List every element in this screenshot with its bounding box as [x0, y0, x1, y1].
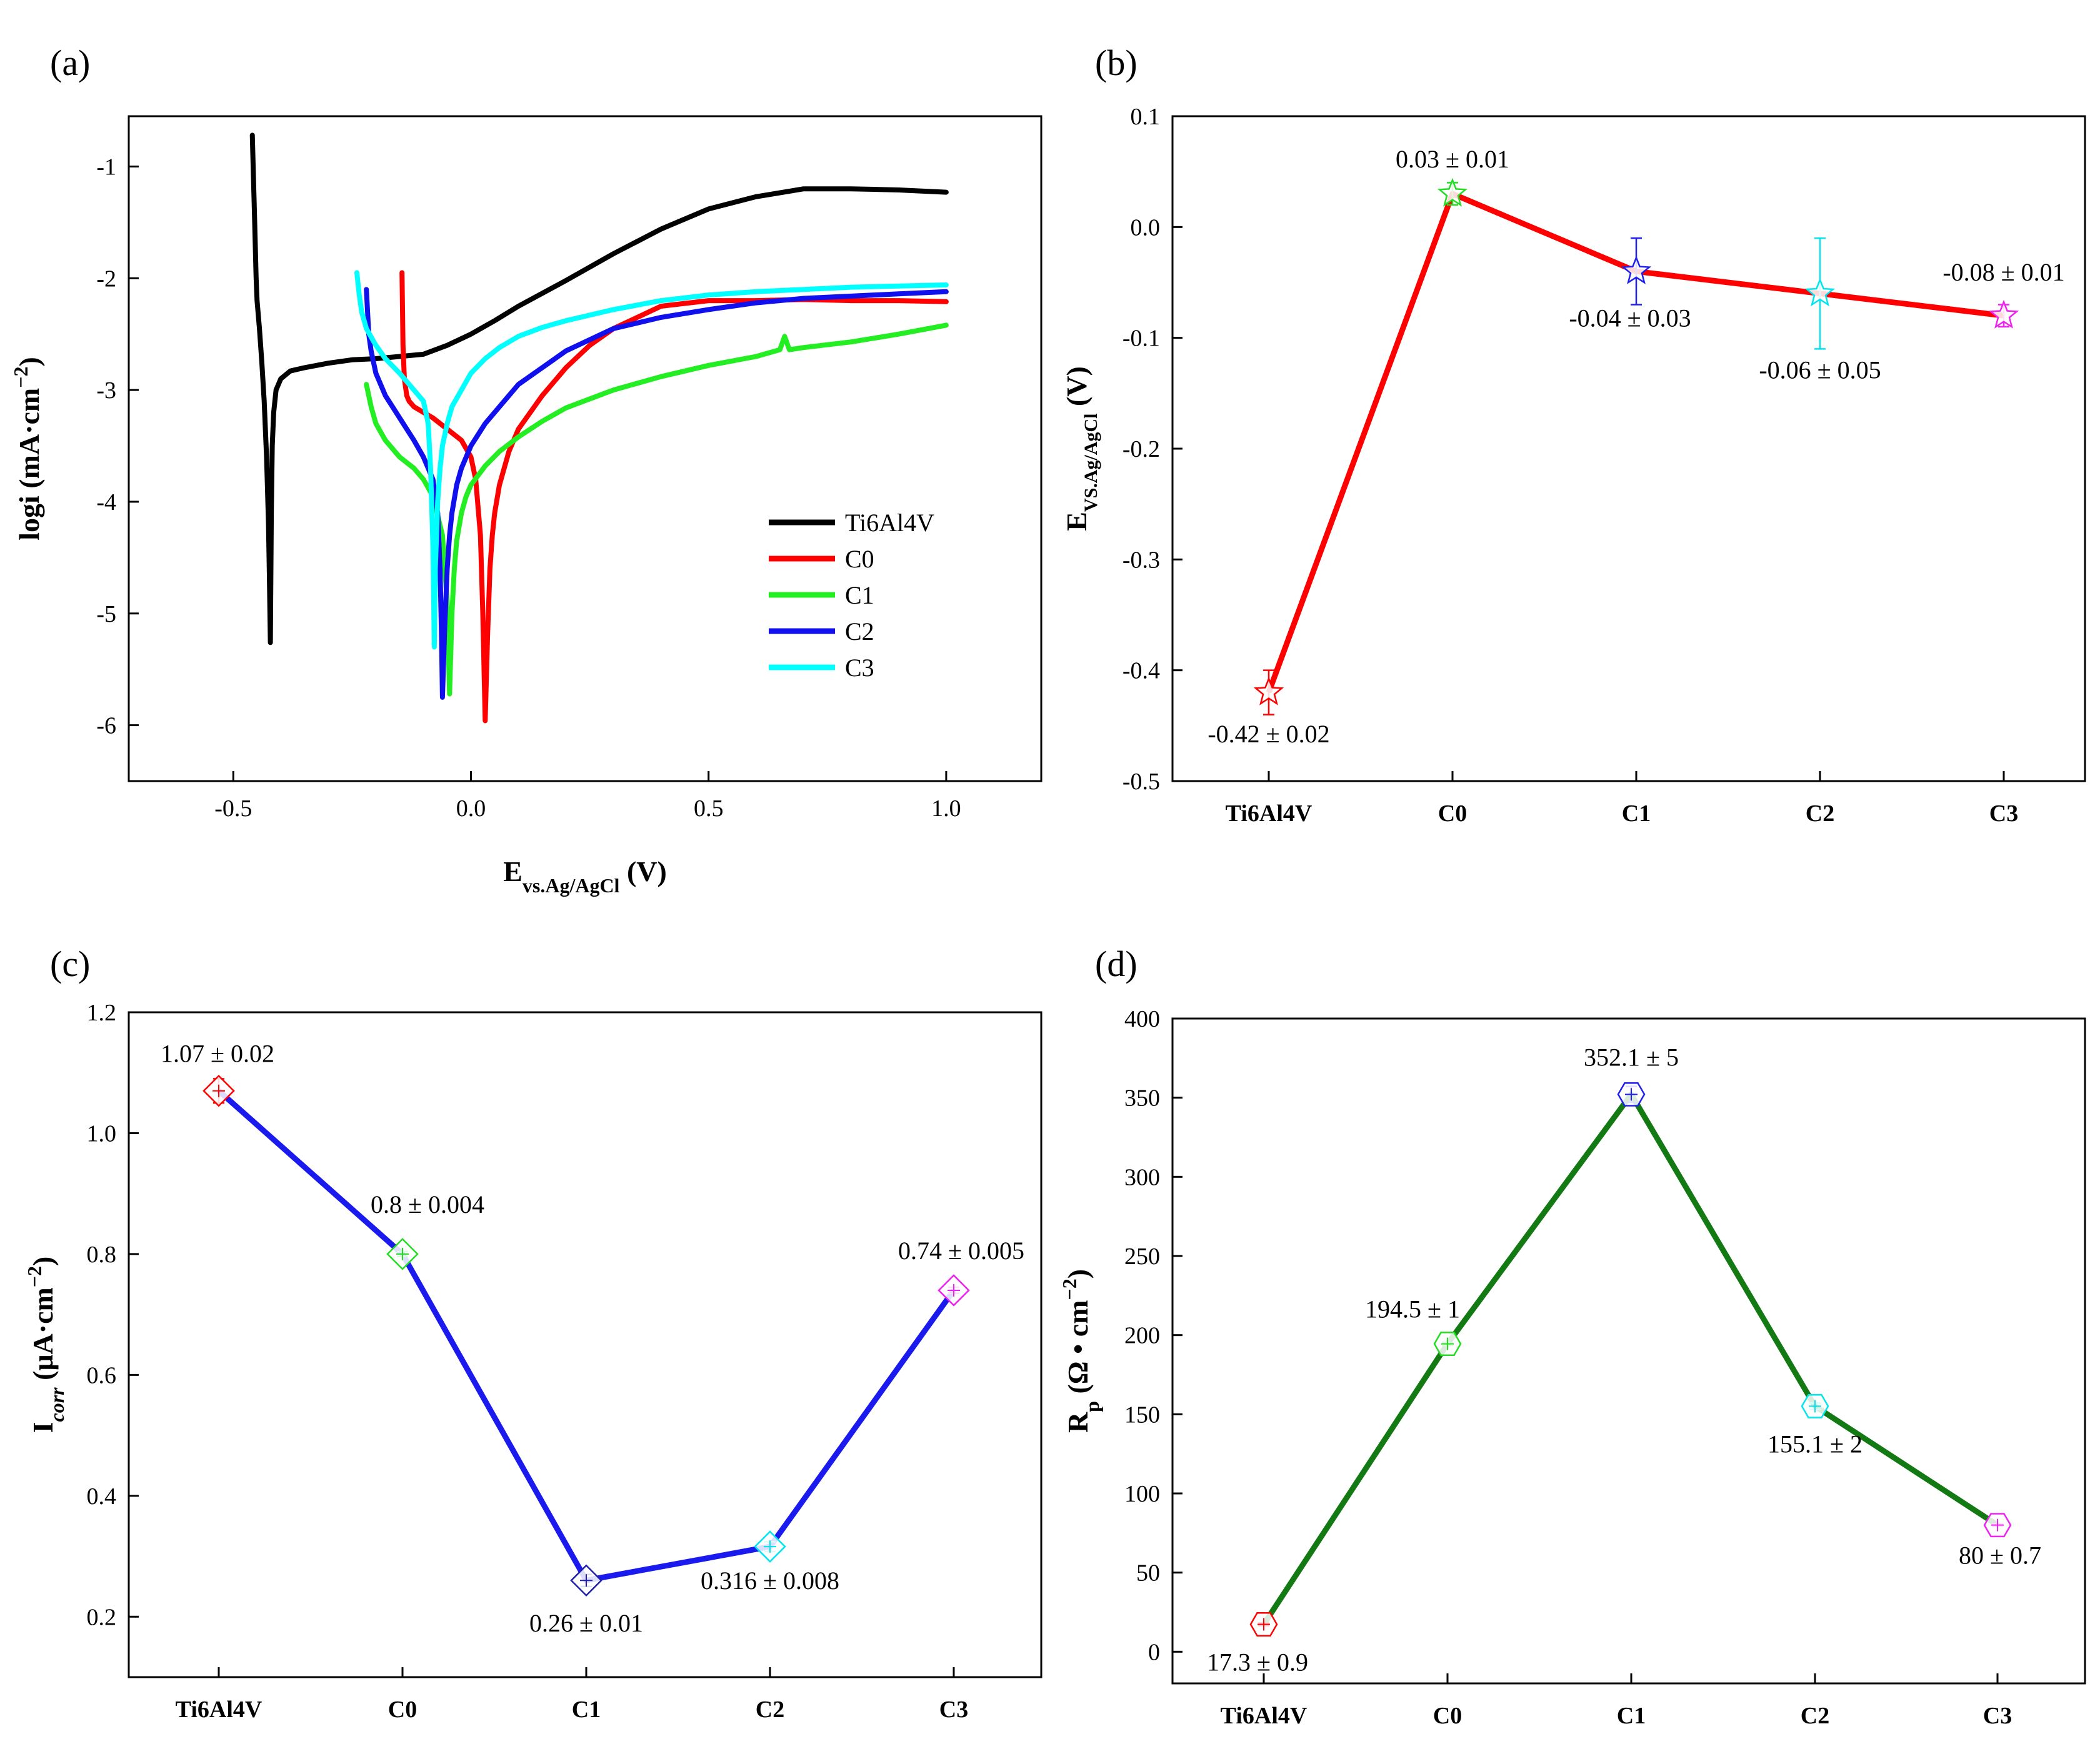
x-tick-label-d: Ti6Al4V	[1221, 1703, 1308, 1729]
data-point-ti6al4v	[1253, 676, 1284, 705]
y-tick-label-c: 0.8	[87, 1242, 117, 1268]
x-axis-title-a: Evs.Ag/AgCl (V)	[503, 855, 667, 897]
y-tick-label-d: 350	[1124, 1085, 1160, 1112]
series-line-c0	[399, 270, 949, 724]
x-tick-label-c: C3	[939, 1697, 968, 1723]
y-tick-label-d: 100	[1124, 1481, 1160, 1507]
panel-c-label: (c)	[50, 944, 90, 984]
series-line-c1	[364, 322, 949, 697]
y-tick-label-b: -0.2	[1122, 436, 1160, 462]
plot-area-a	[128, 115, 1042, 782]
y-tick-label-a: -3	[96, 377, 116, 404]
x-tick-label-d: C2	[1801, 1703, 1829, 1729]
x-tick-label-c: C0	[388, 1697, 417, 1723]
data-label-c0: 0.8 ± 0.004	[371, 1190, 484, 1218]
x-tick-label-b: C1	[1622, 800, 1651, 827]
y-tick-label-d: 400	[1124, 1006, 1160, 1032]
x-tick-label-d: C3	[1983, 1703, 2012, 1729]
plot-area-b	[1171, 115, 2086, 782]
y-axis-title-a: logi (mA·cm−2)	[9, 357, 45, 541]
plot-area-d	[1171, 1017, 2086, 1685]
x-tick-label-b: C3	[1989, 800, 2018, 827]
y-tick-label-d: 50	[1136, 1560, 1160, 1587]
data-label-c3: -0.08 ± 0.01	[1942, 258, 2064, 286]
legend-label-c0: C0	[845, 545, 874, 573]
y-tick-label-c: 1.0	[87, 1120, 117, 1147]
x-tick-label-d: C0	[1433, 1703, 1462, 1729]
panel-b-label: (b)	[1095, 42, 1138, 83]
data-label-c3: 0.74 ± 0.005	[898, 1237, 1024, 1265]
data-label-c2: 0.316 ± 0.008	[701, 1567, 839, 1595]
data-label-c1: 352.1 ± 5	[1584, 1043, 1679, 1071]
y-axis-title-c: Icorr (μA·cm−2)	[23, 1257, 68, 1433]
x-tick-label-a: 0.0	[456, 795, 486, 822]
data-label-c3: 80 ± 0.7	[1959, 1542, 2041, 1570]
y-axis-title-d: Rp (Ω • cm−2)	[1058, 1269, 1103, 1433]
y-tick-label-d: 300	[1124, 1164, 1160, 1190]
series-line-c2	[364, 287, 949, 700]
panel-b: (b) 0.1 0.0 -0.1 -0.2 -0.3 -0.4 -0.5 Ti6Al4V C0 C…	[1061, 42, 2086, 827]
data-point-c2	[1804, 277, 1836, 307]
data-point-c0	[1437, 177, 1468, 207]
series-line-d	[1261, 1091, 1999, 1626]
data-label-ti6al4v: -0.42 ± 0.02	[1208, 720, 1329, 748]
data-point-c3	[1988, 299, 2019, 329]
panel-c: (c) 0.2 0.4 0.6 0.8 1.0 1.2 Ti6Al4V C0 C1 C2 C3 1.…	[23, 944, 1042, 1723]
panel-a: (a) -0.5 0.0 0.5 1.0 -1 -2 -3 -4 -5 -6 Evs.Ag/AgC…	[9, 42, 1042, 897]
x-tick-label-b: C2	[1806, 800, 1834, 827]
y-tick-label-c: 0.6	[87, 1362, 117, 1388]
panel-d: (d) 0 50 100 150 200 250 300 350 400 Ti6Al4V C0 C1 C…	[1058, 944, 2086, 1729]
data-label-c2: 155.1 ± 2	[1768, 1430, 1862, 1458]
x-tick-label-c: C2	[756, 1697, 784, 1723]
series-line-c3	[354, 270, 949, 650]
data-label-c0: 194.5 ± 1	[1365, 1295, 1460, 1323]
y-tick-label-a: -1	[96, 154, 116, 180]
y-tick-label-d: 250	[1124, 1243, 1160, 1270]
y-tick-label-c: 1.2	[87, 1000, 117, 1026]
y-tick-label-c: 0.2	[87, 1604, 117, 1630]
y-axis-title-b: EVS.Ag/AgCl (V)	[1061, 366, 1101, 531]
x-tick-label-d: C1	[1617, 1703, 1646, 1729]
y-tick-label-a: -6	[96, 713, 116, 739]
y-tick-label-b: -0.1	[1122, 326, 1160, 352]
y-tick-label-d: 0	[1148, 1639, 1160, 1665]
legend-label-c2: C2	[845, 617, 874, 645]
legend-label-ti6al4v: Ti6Al4V	[845, 509, 934, 537]
panel-a-label: (a)	[50, 42, 90, 83]
plot-area-c	[128, 1011, 1042, 1678]
data-label-ti6al4v: 17.3 ± 0.9	[1207, 1648, 1308, 1677]
series-line-ti6al4v	[249, 132, 949, 645]
y-tick-label-b: -0.5	[1122, 769, 1160, 795]
legend-a: Ti6Al4V C0 C1 C2 C3	[769, 509, 934, 682]
data-label-c1: -0.04 ± 0.03	[1569, 304, 1691, 332]
legend-label-c3: C3	[845, 654, 874, 682]
x-tick-label-a: -0.5	[214, 795, 252, 822]
x-tick-label-b: Ti6Al4V	[1226, 800, 1312, 827]
legend-label-c1: C1	[845, 581, 874, 609]
y-tick-label-a: -2	[96, 266, 116, 292]
y-tick-label-b: -0.4	[1122, 658, 1160, 684]
x-tick-label-c: C1	[572, 1697, 601, 1723]
y-tick-label-a: -5	[96, 601, 116, 627]
data-label-c2: -0.06 ± 0.05	[1759, 356, 1881, 384]
data-label-c0: 0.03 ± 0.01	[1396, 145, 1509, 173]
x-tick-label-c: Ti6Al4V	[176, 1697, 262, 1723]
x-tick-label-a: 0.5	[694, 795, 724, 822]
x-tick-label-a: 1.0	[931, 795, 961, 822]
y-tick-label-b: 0.0	[1131, 214, 1161, 241]
data-label-c1: 0.26 ± 0.01	[529, 1609, 643, 1637]
y-tick-label-b: 0.1	[1131, 104, 1161, 130]
y-tick-label-a: -4	[96, 489, 116, 516]
panel-d-label: (d)	[1095, 944, 1138, 984]
data-point-c1	[1621, 255, 1652, 284]
x-tick-label-b: C0	[1438, 800, 1467, 827]
data-label-ti6al4v: 1.07 ± 0.02	[161, 1040, 274, 1068]
y-tick-label-d: 150	[1124, 1402, 1160, 1428]
series-line-c	[217, 1089, 956, 1583]
y-tick-label-c: 0.4	[87, 1483, 117, 1510]
y-tick-label-d: 200	[1124, 1323, 1160, 1349]
y-tick-label-b: -0.3	[1122, 547, 1160, 573]
